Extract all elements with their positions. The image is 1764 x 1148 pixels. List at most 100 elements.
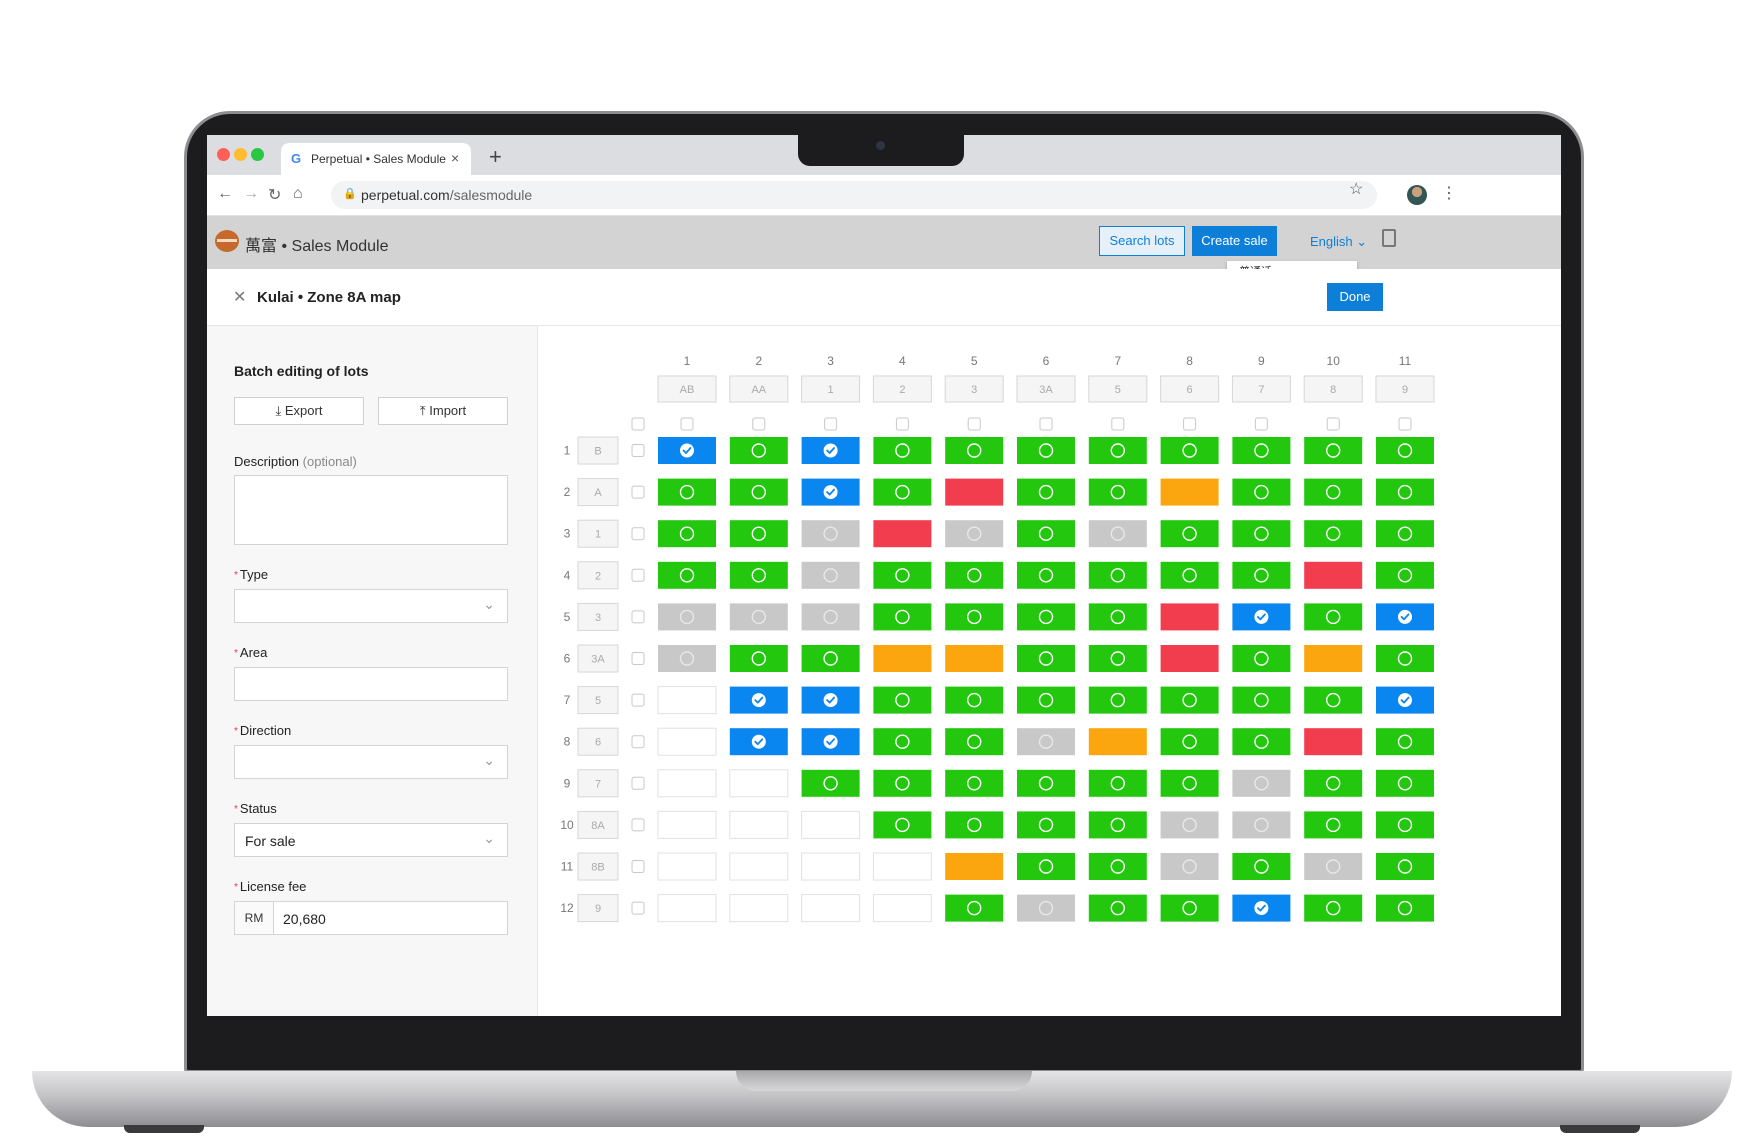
column-code-box[interactable] (801, 375, 861, 403)
row-checkbox[interactable] (631, 860, 645, 873)
lot-cell-available[interactable] (1304, 811, 1363, 839)
column-code-box[interactable] (1375, 375, 1435, 403)
lot-cell-available[interactable] (1232, 520, 1291, 548)
lot-cell-unavailable[interactable] (658, 645, 716, 672)
lot-cell-available[interactable] (1017, 603, 1075, 631)
lot-cell-available[interactable] (945, 894, 1004, 922)
lot-cell-available[interactable] (729, 478, 788, 506)
column-code-box[interactable] (657, 375, 717, 403)
lot-cell-available[interactable] (1304, 478, 1363, 506)
lot-cell-available[interactable] (1017, 478, 1075, 506)
lot-cell-sold[interactable] (873, 520, 932, 548)
lot-cell-available[interactable] (1088, 686, 1147, 714)
lot-cell-unavailable[interactable] (1160, 811, 1219, 839)
column-code-box[interactable] (1303, 375, 1363, 403)
column-code-box[interactable] (1016, 375, 1076, 403)
lot-cell-available[interactable] (873, 603, 932, 631)
lot-cell-available[interactable] (1017, 520, 1075, 548)
lot-cell-unavailable[interactable] (801, 603, 860, 631)
new-tab-icon[interactable]: + (489, 144, 502, 169)
row-code-box[interactable] (577, 436, 619, 465)
row-code-box[interactable] (577, 519, 619, 548)
lot-cell-empty[interactable] (729, 852, 789, 881)
lot-cell-available[interactable] (1088, 769, 1147, 797)
lot-cell-empty[interactable] (801, 852, 861, 881)
row-code-box[interactable] (577, 602, 619, 631)
column-checkbox[interactable] (1326, 417, 1340, 431)
column-checkbox[interactable] (1254, 417, 1268, 431)
lot-cell-available[interactable] (1088, 853, 1147, 880)
lot-cell-empty[interactable] (801, 810, 861, 839)
lot-cell-available[interactable] (1017, 437, 1075, 464)
row-code-box[interactable] (577, 852, 619, 881)
column-checkbox[interactable] (1398, 417, 1412, 431)
tab-close-icon[interactable]: × (451, 150, 460, 166)
window-close-dot[interactable] (217, 148, 230, 161)
lot-cell-available[interactable] (1304, 769, 1363, 797)
lot-cell-available[interactable] (658, 561, 716, 589)
area-field[interactable] (234, 667, 508, 701)
lot-cell-available[interactable] (1304, 686, 1363, 714)
lot-cell-available[interactable] (873, 769, 932, 797)
lot-cell-available[interactable] (873, 686, 932, 714)
column-checkbox[interactable] (895, 417, 909, 431)
row-code-box[interactable] (577, 769, 619, 798)
lot-cell-empty[interactable] (872, 894, 932, 923)
column-checkbox[interactable] (680, 417, 694, 431)
row-code-box[interactable] (577, 561, 619, 590)
lot-cell-available[interactable] (945, 603, 1004, 631)
lot-cell-available[interactable] (1304, 520, 1363, 548)
lot-cell-available[interactable] (873, 561, 932, 589)
lot-cell-available[interactable] (1088, 478, 1147, 506)
row-checkbox[interactable] (631, 444, 645, 457)
row-checkbox[interactable] (631, 693, 645, 707)
lot-cell-available[interactable] (1304, 603, 1363, 631)
lot-cell-empty[interactable] (657, 727, 717, 756)
column-checkbox[interactable] (752, 417, 766, 431)
lot-cell-available[interactable] (1376, 769, 1434, 797)
lot-cell-available[interactable] (1160, 728, 1219, 756)
lot-cell-available[interactable] (729, 520, 788, 548)
lot-cell-available[interactable] (1017, 769, 1075, 797)
column-code-box[interactable] (1160, 375, 1220, 403)
lot-cell-empty[interactable] (657, 894, 717, 923)
column-code-box[interactable] (944, 375, 1004, 403)
import-button[interactable]: ⤒ Import (378, 397, 508, 425)
lot-cell-available[interactable] (1160, 769, 1219, 797)
lot-cell-sold[interactable] (1160, 645, 1219, 672)
lot-cell-unavailable[interactable] (1017, 894, 1075, 922)
url-field[interactable]: 🔒 perpetual.com/salesmodule (331, 181, 1377, 209)
lot-cell-available[interactable] (873, 437, 932, 464)
lot-cell-available[interactable] (1232, 686, 1291, 714)
create-sale-button[interactable]: Create sale (1192, 226, 1277, 256)
row-code-box[interactable] (577, 727, 619, 756)
lot-cell-available[interactable] (1017, 645, 1075, 672)
column-code-box[interactable] (1088, 375, 1148, 403)
lot-cell-available[interactable] (1017, 811, 1075, 839)
lot-cell-available[interactable] (1232, 478, 1291, 506)
forward-arrow-icon[interactable]: → (243, 185, 259, 202)
lot-cell-reserved[interactable] (945, 853, 1004, 880)
lot-cell-available[interactable] (1160, 686, 1219, 714)
search-lots-button[interactable]: Search lots (1099, 226, 1185, 256)
lot-cell-available[interactable] (873, 728, 932, 756)
bookmark-star-icon[interactable]: ☆ (1349, 181, 1364, 198)
reload-icon[interactable]: ↻ (268, 187, 282, 204)
column-checkbox[interactable] (1183, 417, 1197, 431)
lot-cell-available[interactable] (1376, 561, 1434, 589)
lot-cell-available[interactable] (801, 645, 860, 672)
lot-cell-available[interactable] (1376, 894, 1434, 922)
row-checkbox[interactable] (631, 818, 645, 832)
lot-cell-available[interactable] (873, 811, 932, 839)
row-checkbox[interactable] (631, 485, 645, 499)
lot-cell-available[interactable] (1232, 561, 1291, 589)
lot-cell-sold[interactable] (1160, 603, 1219, 631)
browser-tab[interactable]: G Perpetual • Sales Module × (281, 143, 471, 175)
lot-cell-empty[interactable] (657, 769, 717, 798)
lot-cell-sold[interactable] (1304, 728, 1363, 756)
lot-cell-available[interactable] (1088, 811, 1147, 839)
lot-cell-unavailable[interactable] (801, 561, 860, 589)
lot-cell-available[interactable] (1232, 645, 1291, 672)
lot-cell-empty[interactable] (657, 686, 717, 715)
lot-cell-available[interactable] (1017, 561, 1075, 589)
